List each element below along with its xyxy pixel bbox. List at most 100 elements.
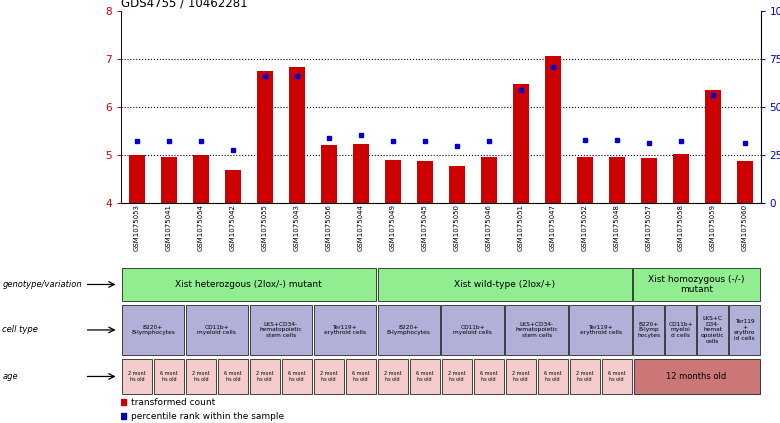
Bar [480, 157, 497, 203]
Text: GSM1075046: GSM1075046 [486, 204, 491, 251]
Bar [569, 359, 600, 394]
Text: 2 mont
hs old: 2 mont hs old [512, 371, 530, 382]
Bar [665, 305, 696, 355]
Bar [505, 305, 568, 355]
Bar [314, 359, 344, 394]
Text: B220+
B-lymphocytes: B220+ B-lymphocytes [387, 324, 431, 335]
Text: 6 mont
hs old: 6 mont hs old [544, 371, 562, 382]
Text: age: age [2, 372, 18, 381]
Bar [697, 305, 728, 355]
Bar [122, 305, 184, 355]
Text: Xist homozygous (-/-)
mutant: Xist homozygous (-/-) mutant [648, 275, 745, 294]
Text: GSM1075060: GSM1075060 [742, 204, 747, 251]
Text: GSM1075049: GSM1075049 [390, 204, 395, 251]
Bar [129, 155, 145, 203]
Bar [186, 305, 248, 355]
Text: 2 mont
hs old: 2 mont hs old [128, 371, 146, 382]
Text: percentile rank within the sample: percentile rank within the sample [131, 412, 284, 420]
Text: GSM1075047: GSM1075047 [550, 204, 555, 251]
Text: GSM1075058: GSM1075058 [678, 204, 683, 251]
Bar [441, 305, 504, 355]
Bar [544, 56, 561, 203]
Bar [608, 157, 625, 203]
Bar [225, 170, 241, 203]
Text: genotype/variation: genotype/variation [2, 280, 82, 289]
Text: GSM1075042: GSM1075042 [230, 204, 236, 251]
Text: LKS+C
D34-
hemat
opoietic
cells: LKS+C D34- hemat opoietic cells [700, 316, 725, 344]
Text: LKS+CD34-
hematopoietic
stem cells: LKS+CD34- hematopoietic stem cells [516, 321, 558, 338]
Text: CD11b+
myeloid cells: CD11b+ myeloid cells [197, 324, 236, 335]
Text: 6 mont
hs old: 6 mont hs old [224, 371, 242, 382]
Bar [378, 305, 440, 355]
Bar [321, 146, 337, 203]
Text: transformed count: transformed count [131, 398, 215, 407]
Bar [441, 359, 472, 394]
Text: 6 mont
hs old: 6 mont hs old [288, 371, 306, 382]
Bar [410, 359, 440, 394]
Bar [736, 161, 753, 203]
Text: GSM1075054: GSM1075054 [198, 204, 204, 251]
Bar [314, 305, 376, 355]
Text: 6 mont
hs old: 6 mont hs old [160, 371, 178, 382]
Text: GSM1075041: GSM1075041 [166, 204, 172, 251]
Bar [640, 158, 657, 203]
Bar [250, 305, 312, 355]
Text: LKS+CD34-
hematopoietic
stem cells: LKS+CD34- hematopoietic stem cells [260, 321, 302, 338]
Bar [161, 157, 177, 203]
Text: GSM1075051: GSM1075051 [518, 204, 523, 251]
Bar [512, 84, 529, 203]
Text: B220+
B-lymphocytes: B220+ B-lymphocytes [131, 324, 175, 335]
Text: 2 mont
hs old: 2 mont hs old [576, 371, 594, 382]
Bar [537, 359, 568, 394]
Bar [704, 90, 721, 203]
Bar [346, 359, 376, 394]
Text: Ter119+
erythroid cells: Ter119+ erythroid cells [324, 324, 366, 335]
Text: 6 mont
hs old: 6 mont hs old [416, 371, 434, 382]
Bar [378, 359, 408, 394]
Bar [576, 157, 593, 203]
Bar [353, 144, 369, 203]
Bar [672, 154, 689, 203]
Bar [417, 161, 433, 203]
Bar [448, 165, 465, 203]
Text: GSM1075053: GSM1075053 [134, 204, 140, 251]
Text: 6 mont
hs old: 6 mont hs old [480, 371, 498, 382]
Text: GSM1075056: GSM1075056 [326, 204, 331, 251]
Bar [385, 160, 401, 203]
Text: GSM1075055: GSM1075055 [262, 204, 268, 251]
Bar [378, 268, 632, 301]
Text: Xist heterozgous (2lox/-) mutant: Xist heterozgous (2lox/-) mutant [176, 280, 322, 289]
Text: 2 mont
hs old: 2 mont hs old [256, 371, 274, 382]
Text: 6 mont
hs old: 6 mont hs old [608, 371, 626, 382]
Text: Xist wild-type (2lox/+): Xist wild-type (2lox/+) [454, 280, 555, 289]
Text: Ter119
+
erythro
id cells: Ter119 + erythro id cells [734, 319, 755, 341]
Bar [473, 359, 504, 394]
Text: GSM1075050: GSM1075050 [454, 204, 459, 251]
Bar [569, 305, 632, 355]
Bar [633, 305, 664, 355]
Text: 6 mont
hs old: 6 mont hs old [352, 371, 370, 382]
Bar [250, 359, 280, 394]
Text: 2 mont
hs old: 2 mont hs old [320, 371, 338, 382]
Text: GSM1075048: GSM1075048 [614, 204, 619, 251]
Text: CD11b+
myeloi
d cells: CD11b+ myeloi d cells [668, 321, 693, 338]
Bar [193, 155, 209, 203]
Text: CD11b+
myeloid cells: CD11b+ myeloid cells [453, 324, 492, 335]
Text: GSM1075059: GSM1075059 [710, 204, 715, 251]
Text: 2 mont
hs old: 2 mont hs old [192, 371, 210, 382]
Bar [218, 359, 248, 394]
Bar [633, 359, 760, 394]
Text: GDS4755 / 10462281: GDS4755 / 10462281 [121, 0, 247, 9]
Text: B220+
B-lymp
hocytes: B220+ B-lymp hocytes [637, 321, 660, 338]
Bar [289, 67, 305, 203]
Bar [122, 268, 376, 301]
Text: 12 months old: 12 months old [666, 372, 727, 381]
Text: cell type: cell type [2, 325, 38, 335]
Text: Ter119+
erythroid cells: Ter119+ erythroid cells [580, 324, 622, 335]
Bar [154, 359, 184, 394]
Bar [633, 268, 760, 301]
Bar [186, 359, 216, 394]
Bar [505, 359, 536, 394]
Text: GSM1075043: GSM1075043 [294, 204, 300, 251]
Text: GSM1075057: GSM1075057 [646, 204, 651, 251]
